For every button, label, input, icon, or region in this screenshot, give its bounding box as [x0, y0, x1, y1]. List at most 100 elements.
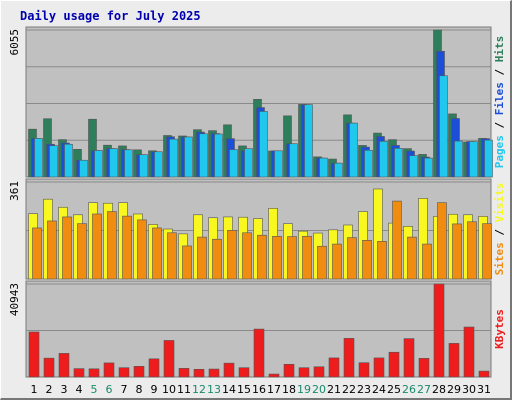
- bar-kbytes-day-2: [43, 357, 55, 378]
- bar-kbytes-day-23: [358, 362, 370, 378]
- bar-kbytes-day-30: [463, 326, 475, 378]
- bar-kbytes-day-5: [88, 368, 100, 378]
- x-tick-day-13: 13: [207, 383, 221, 396]
- bar-kbytes-day-10: [163, 340, 175, 378]
- bar-sites-day-3: [62, 216, 72, 280]
- bar-kbytes-day-16: [253, 328, 265, 378]
- x-tick-day-17: 17: [267, 383, 281, 396]
- bar-pages-day-2: [49, 145, 58, 178]
- x-tick-day-19: 19: [297, 383, 311, 396]
- bar-sites-day-18: [287, 236, 297, 280]
- bar-kbytes-day-19: [298, 367, 310, 378]
- bar-kbytes-day-8: [133, 366, 145, 378]
- bar-sites-day-27: [422, 243, 432, 280]
- legend-sites: Sites: [493, 242, 506, 275]
- bar-pages-day-18: [289, 143, 298, 178]
- bar-kbytes-day-28: [433, 283, 445, 378]
- bar-pages-day-10: [169, 138, 178, 178]
- chart-title: Daily usage for July 2025: [20, 9, 201, 23]
- bar-sites-day-4: [77, 223, 87, 280]
- bar-kbytes-day-20: [313, 366, 325, 378]
- bar-pages-day-31: [484, 139, 493, 178]
- bar-pages-day-21: [334, 162, 343, 178]
- bar-kbytes-day-18: [283, 363, 295, 378]
- x-tick-day-27: 27: [417, 383, 431, 396]
- bar-pages-day-19: [304, 104, 313, 178]
- bar-kbytes-day-3: [58, 353, 70, 378]
- x-tick-day-7: 7: [121, 383, 128, 396]
- x-tick-day-14: 14: [222, 383, 236, 396]
- bar-pages-day-8: [139, 154, 148, 178]
- x-tick-day-16: 16: [252, 383, 266, 396]
- bar-kbytes-day-9: [148, 358, 160, 378]
- bar-kbytes-day-4: [73, 368, 85, 378]
- bar-pages-day-12: [199, 133, 208, 178]
- x-tick-day-30: 30: [462, 383, 476, 396]
- x-tick-day-4: 4: [76, 383, 83, 396]
- legend-hits: Hits: [493, 36, 506, 63]
- bar-sites-day-26: [407, 236, 417, 280]
- x-tick-day-8: 8: [136, 383, 143, 396]
- x-tick-day-9: 9: [151, 383, 158, 396]
- bar-kbytes-day-24: [373, 357, 385, 378]
- bar-kbytes-day-25: [388, 351, 400, 378]
- x-tick-day-12: 12: [192, 383, 206, 396]
- bar-kbytes-day-29: [448, 343, 460, 378]
- bar-sites-day-19: [302, 235, 312, 280]
- bar-kbytes-day-17: [268, 373, 280, 378]
- panel-3-max-label: 40943: [8, 283, 21, 316]
- bar-kbytes-day-7: [118, 367, 130, 378]
- panel-1-max-label: 6055: [8, 29, 21, 56]
- bar-sites-day-23: [362, 240, 372, 280]
- bar-pages-day-17: [274, 150, 283, 178]
- x-tick-day-5: 5: [91, 383, 98, 396]
- bar-sites-day-5: [92, 213, 102, 280]
- bar-sites-day-17: [272, 235, 282, 280]
- bar-pages-day-1: [34, 138, 43, 178]
- bar-kbytes-day-26: [403, 338, 415, 378]
- bar-pages-day-28: [439, 75, 448, 178]
- x-tick-day-31: 31: [477, 383, 491, 396]
- bar-sites-day-12: [197, 236, 207, 280]
- x-tick-day-11: 11: [177, 383, 191, 396]
- panel-3-legend: KBytes: [493, 309, 506, 349]
- x-tick-day-20: 20: [312, 383, 326, 396]
- bar-pages-day-26: [409, 155, 418, 178]
- bar-sites-day-21: [332, 243, 342, 280]
- bar-sites-day-28: [437, 202, 447, 280]
- x-tick-day-25: 25: [387, 383, 401, 396]
- x-tick-day-28: 28: [432, 383, 446, 396]
- x-tick-day-26: 26: [402, 383, 416, 396]
- bar-pages-day-14: [229, 149, 238, 178]
- bar-sites-day-16: [257, 234, 267, 280]
- x-tick-day-29: 29: [447, 383, 461, 396]
- bar-sites-day-8: [137, 219, 147, 280]
- x-tick-day-3: 3: [61, 383, 68, 396]
- bar-pages-day-22: [349, 122, 358, 178]
- bar-kbytes-day-1: [28, 331, 40, 378]
- x-tick-day-24: 24: [372, 383, 386, 396]
- bar-pages-day-29: [454, 140, 463, 178]
- bar-pages-day-4: [79, 159, 88, 178]
- bar-sites-day-31: [482, 223, 492, 280]
- bar-kbytes-day-21: [328, 357, 340, 378]
- bar-pages-day-25: [394, 148, 403, 178]
- bar-pages-day-16: [259, 111, 268, 178]
- bar-kbytes-day-31: [478, 370, 490, 378]
- bar-pages-day-30: [469, 141, 478, 178]
- bar-sites-day-20: [317, 245, 327, 280]
- bar-sites-day-30: [467, 221, 477, 280]
- bar-pages-day-27: [424, 157, 433, 178]
- x-tick-day-15: 15: [237, 383, 251, 396]
- bar-pages-day-15: [244, 148, 253, 178]
- bar-pages-day-6: [109, 148, 118, 178]
- bar-sites-day-25: [392, 200, 402, 280]
- bar-kbytes-day-12: [193, 368, 205, 378]
- legend-files: Files: [493, 82, 506, 115]
- bar-sites-day-22: [347, 237, 357, 280]
- bar-sites-day-14: [227, 230, 237, 280]
- panel-2-legend: Sites / Visits: [493, 183, 506, 276]
- bar-kbytes-day-15: [238, 367, 250, 378]
- bar-kbytes-day-22: [343, 338, 355, 378]
- bar-kbytes-day-6: [103, 362, 115, 378]
